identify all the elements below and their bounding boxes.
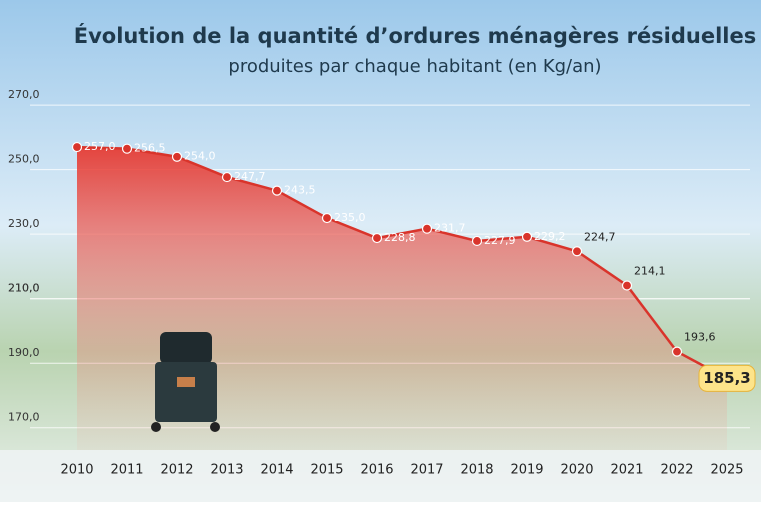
x-tick-label: 2019: [510, 463, 543, 478]
value-label-box: [698, 364, 756, 392]
marker: [171, 151, 183, 162]
y-tick-label: 170,0: [8, 411, 40, 424]
x-tick-label: 2014: [260, 463, 293, 478]
value-label: 185,3: [703, 369, 750, 387]
value-label: 229,2: [534, 230, 566, 243]
x-tick-label: 2016: [360, 463, 393, 478]
marker: [671, 346, 683, 357]
y-tick-label: 210,0: [8, 282, 40, 295]
y-tick-label: 230,0: [8, 217, 40, 230]
marker: [421, 223, 433, 234]
x-tick-label: 2021: [610, 463, 643, 478]
trash-bin: [151, 332, 220, 432]
value-label: 235,0: [334, 211, 366, 224]
y-tick-label: 210,0: [8, 282, 40, 295]
y-tick-label: 270,0: [8, 88, 40, 101]
value-label: 228,8: [384, 231, 416, 244]
x-tick-label: 2017: [410, 463, 443, 478]
x-tick-label: 2013: [210, 463, 243, 478]
marker: [621, 280, 633, 291]
x-tick-label: 2010: [60, 463, 93, 478]
line: [76, 145, 728, 380]
marker: [471, 235, 483, 247]
marker: [121, 143, 133, 154]
value-label: 227,9: [484, 234, 516, 247]
marker: [521, 231, 533, 242]
value-label: 243,5: [284, 184, 316, 197]
value-label: 254,0: [184, 150, 216, 163]
chart-title: Évolution de la quantité d’ordures ménag…: [74, 23, 757, 48]
x-tick-label: 2025: [710, 463, 743, 478]
value-label: 247,7: [234, 170, 266, 183]
x-tick-label: 2012: [160, 463, 193, 478]
y-tick-label: 250,0: [8, 153, 40, 166]
marker: [321, 212, 333, 224]
value-label: 214,1: [634, 264, 666, 277]
x-tick-label: 2018: [460, 463, 493, 478]
x-tick-label: 2015: [310, 463, 343, 478]
value-label: 231,7: [434, 222, 466, 235]
value-label: 193,6: [684, 331, 716, 344]
marker: [371, 232, 383, 244]
value-label: 257,0: [84, 140, 116, 153]
x-tick-label: 2011: [110, 463, 143, 478]
value-label: 256,5: [134, 142, 166, 155]
x-tick-label: 2022: [660, 463, 693, 478]
value-label: 224,7: [584, 230, 616, 243]
y-tick-label: 190,0: [8, 346, 40, 359]
x-tick-label: 2020: [560, 463, 593, 478]
chart-subtitle: produites par chaque habitant (en Kg/an): [228, 56, 601, 77]
axis-band: [0, 450, 761, 502]
marker: [571, 246, 583, 257]
area: [77, 147, 727, 450]
marker: [271, 185, 283, 196]
marker: [71, 141, 83, 153]
marker: [221, 171, 233, 183]
